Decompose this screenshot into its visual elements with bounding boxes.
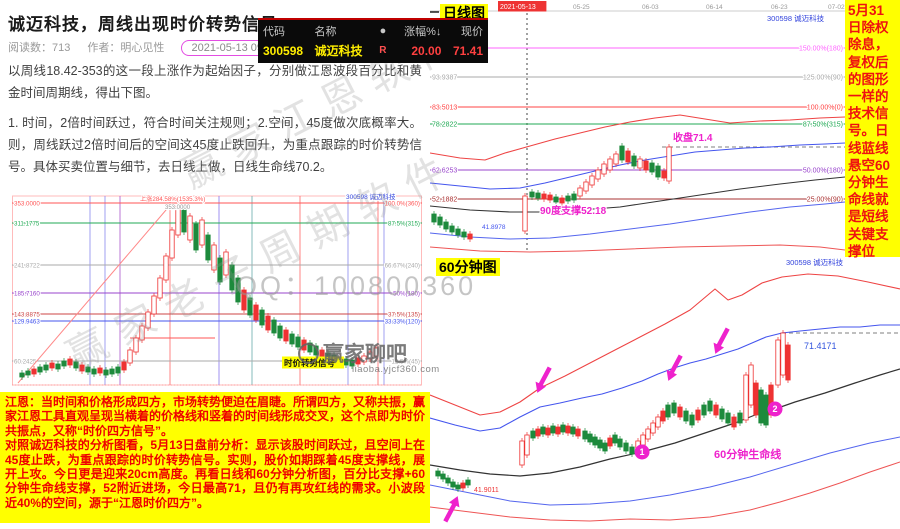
page-title: 诚迈科技，周线出现时价转势信号: [8, 15, 278, 34]
read-count: 阅读数：713: [8, 42, 71, 54]
m60-chart-canvas[interactable]: 300598 诚迈科技 71.4171 60分钟生命线 41.9011 1 2: [430, 255, 900, 529]
svg-text:收盘71.4: 收盘71.4: [673, 131, 713, 144]
daily-chart-canvas[interactable]: 150.00%(180) 93.9387 125.00%(90) 83.5013 100…: [430, 0, 845, 253]
svg-text:52.1882: 52.1882: [432, 196, 457, 203]
svg-text:185.7160: 185.7160: [14, 290, 40, 297]
svg-text:05-25: 05-25: [573, 4, 590, 11]
svg-text:25.00%(90): 25.00%(90): [807, 196, 843, 203]
svg-text:上涨284.58%(1535.3%): 上涨284.58%(1535.3%): [140, 195, 205, 203]
svg-text:41.9011: 41.9011: [474, 487, 499, 494]
author: 作者：明心见性: [87, 42, 165, 54]
svg-text:353.0000: 353.0000: [165, 205, 191, 211]
svg-text:353.0000: 353.0000: [14, 200, 40, 207]
col-name: 名称: [314, 25, 337, 38]
svg-text:311.1775: 311.1775: [14, 220, 40, 227]
svg-text:41.8978: 41.8978: [482, 224, 506, 231]
svg-text:143.8875: 143.8875: [14, 311, 40, 318]
svg-text:50.00%(180): 50.00%(180): [803, 167, 843, 174]
paragraph-analysis: 1. 时间，2倍时间跃过，符合时间关注规则；2.空间，45度做次底概率大。则，周…: [8, 116, 422, 174]
svg-text:241.8722: 241.8722: [14, 262, 40, 269]
stock-name: 诚迈科技: [314, 44, 363, 58]
m60-chart-tag: 60分钟图: [436, 258, 500, 276]
current-price: 71.41: [452, 43, 483, 58]
svg-text:100.0%(360): 100.0%(360): [385, 200, 420, 207]
svg-text:71.4171: 71.4171: [804, 341, 837, 351]
col-code: 代码: [263, 25, 285, 38]
m60-chart[interactable]: 300598 诚迈科技 71.4171 60分钟生命线 41.9011 1 2: [430, 255, 900, 529]
svg-text:300598 诚迈科技: 300598 诚迈科技: [786, 257, 844, 267]
daily-chart[interactable]: 150.00%(180) 93.9387 125.00%(90) 83.5013 100…: [430, 0, 845, 253]
svg-text:06-23: 06-23: [771, 4, 788, 11]
quote-table-header: 代码 名称 ● 涨幅%↓ 现价: [260, 21, 486, 40]
svg-text:2: 2: [772, 404, 777, 414]
svg-text:60分钟生命线: 60分钟生命线: [714, 447, 781, 461]
svg-text:87.5%(315): 87.5%(315): [388, 220, 420, 227]
svg-text:2021-05-13: 2021-05-13: [500, 4, 536, 11]
change-percent: 20.00: [411, 43, 442, 58]
svg-text:87.50%(315): 87.50%(315): [803, 121, 843, 128]
svg-text:50%(180): 50%(180): [393, 290, 420, 297]
svg-text:12.5%(45): 12.5%(45): [391, 358, 420, 365]
svg-text:300598 诚迈科技: 300598 诚迈科技: [346, 192, 396, 201]
svg-text:125.00%(90): 125.00%(90): [803, 74, 843, 81]
stock-code: 300598: [263, 43, 304, 58]
svg-text:78.2822: 78.2822: [432, 121, 457, 128]
svg-text:100.00%(0): 100.00%(0): [807, 104, 843, 111]
svg-text:129.9463: 129.9463: [14, 318, 40, 325]
svg-text:62.6253: 62.6253: [432, 167, 457, 174]
svg-text:300598 诚迈科技: 300598 诚迈科技: [767, 13, 825, 23]
svg-text:66.67%(240): 66.67%(240): [385, 262, 420, 269]
analysis-note: 江恩：当时间和价格形成四方，市场转势便迫在眉睫。所谓四方，又称共振，赢家江恩工具…: [0, 392, 430, 523]
weekly-chart[interactable]: 353.0000 100.0%(360) 311.1775 87.5%(315) 241…: [12, 190, 422, 388]
svg-text:1: 1: [639, 447, 644, 457]
svg-text:93.9387: 93.9387: [432, 74, 457, 81]
svg-text:06-03: 06-03: [642, 4, 659, 11]
svg-text:时价转势信号: 时价转势信号: [284, 358, 336, 368]
col-price: 现价: [461, 25, 483, 38]
svg-text:150.00%(180): 150.00%(180): [799, 45, 843, 52]
svg-text:06-14: 06-14: [706, 4, 723, 11]
svg-text:60.2425: 60.2425: [14, 358, 37, 365]
col-change[interactable]: 涨幅%↓: [404, 25, 442, 38]
daily-chart-tag: 日线图: [440, 4, 488, 22]
side-note: 5月31日除权除息，复权后的图形一样的技术信号。日线蓝线悬空60分钟生命线就是短…: [845, 0, 900, 259]
paragraph-intro: 以周线18.42-353的这一段上涨作为起始因子，分别做江恩波段百分比和黄金时间…: [8, 64, 422, 100]
svg-text:90度支撑52.18: 90度支撑52.18: [540, 204, 607, 217]
svg-text:33.33%(120): 33.33%(120): [385, 318, 420, 325]
sort-dot-icon[interactable]: ●: [379, 24, 387, 37]
svg-text:37.5%(135): 37.5%(135): [388, 311, 420, 318]
weekly-chart-canvas[interactable]: 353.0000 100.0%(360) 311.1775 87.5%(315) 241…: [12, 190, 422, 388]
svg-text:83.5013: 83.5013: [432, 104, 457, 111]
quote-table: 代码 名称 ● 涨幅%↓ 现价 300598 诚迈科技 R 20.00 71.4…: [258, 18, 488, 63]
svg-text:07-02: 07-02: [828, 4, 845, 11]
rights-flag: R: [379, 45, 387, 56]
quote-row[interactable]: 300598 诚迈科技 R 20.00 71.41: [260, 40, 486, 61]
